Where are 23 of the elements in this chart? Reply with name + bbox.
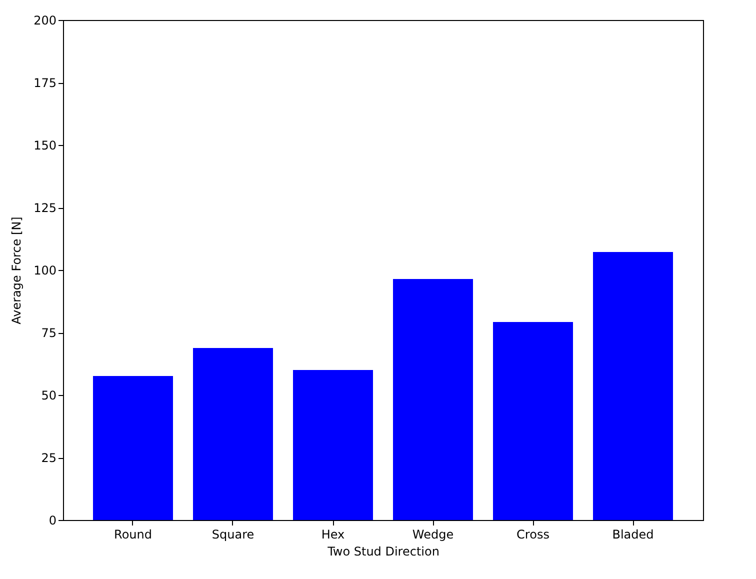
x-tick-label: Square (212, 528, 254, 542)
y-tick-label: 75 (41, 326, 56, 340)
y-tick-label: 125 (34, 201, 56, 215)
x-tick-label: Cross (516, 528, 550, 542)
x-tick-label: Round (114, 528, 152, 542)
y-tick-label: 25 (41, 451, 56, 465)
bar (393, 279, 473, 520)
y-tick-label: 200 (34, 14, 56, 28)
y-tick-label: 150 (34, 138, 56, 152)
bar (593, 252, 673, 520)
y-tick-label: 100 (34, 264, 56, 278)
bar (293, 370, 373, 520)
x-tick-label: Wedge (412, 528, 454, 542)
y-tick-label: 175 (34, 76, 56, 90)
bar (93, 376, 173, 520)
y-tick-label: 0 (48, 514, 56, 528)
y-axis-title: Average Force [N] (10, 216, 24, 324)
x-tick-label: Hex (321, 528, 345, 542)
bar (193, 348, 273, 520)
x-tick-label: Bladed (612, 528, 654, 542)
y-tick-label: 50 (41, 388, 56, 402)
bar (493, 322, 573, 520)
x-axis-title: Two Stud Direction (326, 544, 440, 558)
